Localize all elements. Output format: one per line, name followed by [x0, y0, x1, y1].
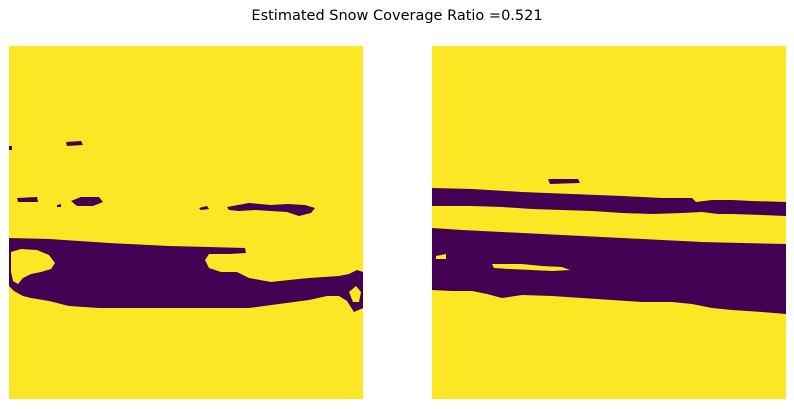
no-snow-region — [432, 228, 786, 314]
snow-region — [432, 46, 786, 399]
snow-patch — [349, 286, 361, 302]
no-snow-region — [432, 188, 786, 216]
no-snow-region — [199, 206, 209, 210]
snow-patch — [492, 264, 570, 271]
snow-patch — [11, 249, 55, 284]
no-snow-region — [227, 203, 315, 216]
no-snow-region — [9, 146, 12, 150]
no-snow-region — [548, 179, 580, 184]
snow-patch — [436, 254, 446, 259]
no-snow-region — [9, 238, 363, 312]
no-snow-region — [17, 197, 38, 202]
snow-region — [9, 46, 363, 399]
no-snow-region — [57, 204, 61, 207]
figure-title: Estimated Snow Coverage Ratio =0.521 — [251, 8, 543, 24]
no-snow-region — [66, 141, 83, 146]
left-mask-image — [9, 46, 363, 399]
no-snow-region — [71, 197, 103, 206]
right-mask-image — [432, 46, 786, 399]
